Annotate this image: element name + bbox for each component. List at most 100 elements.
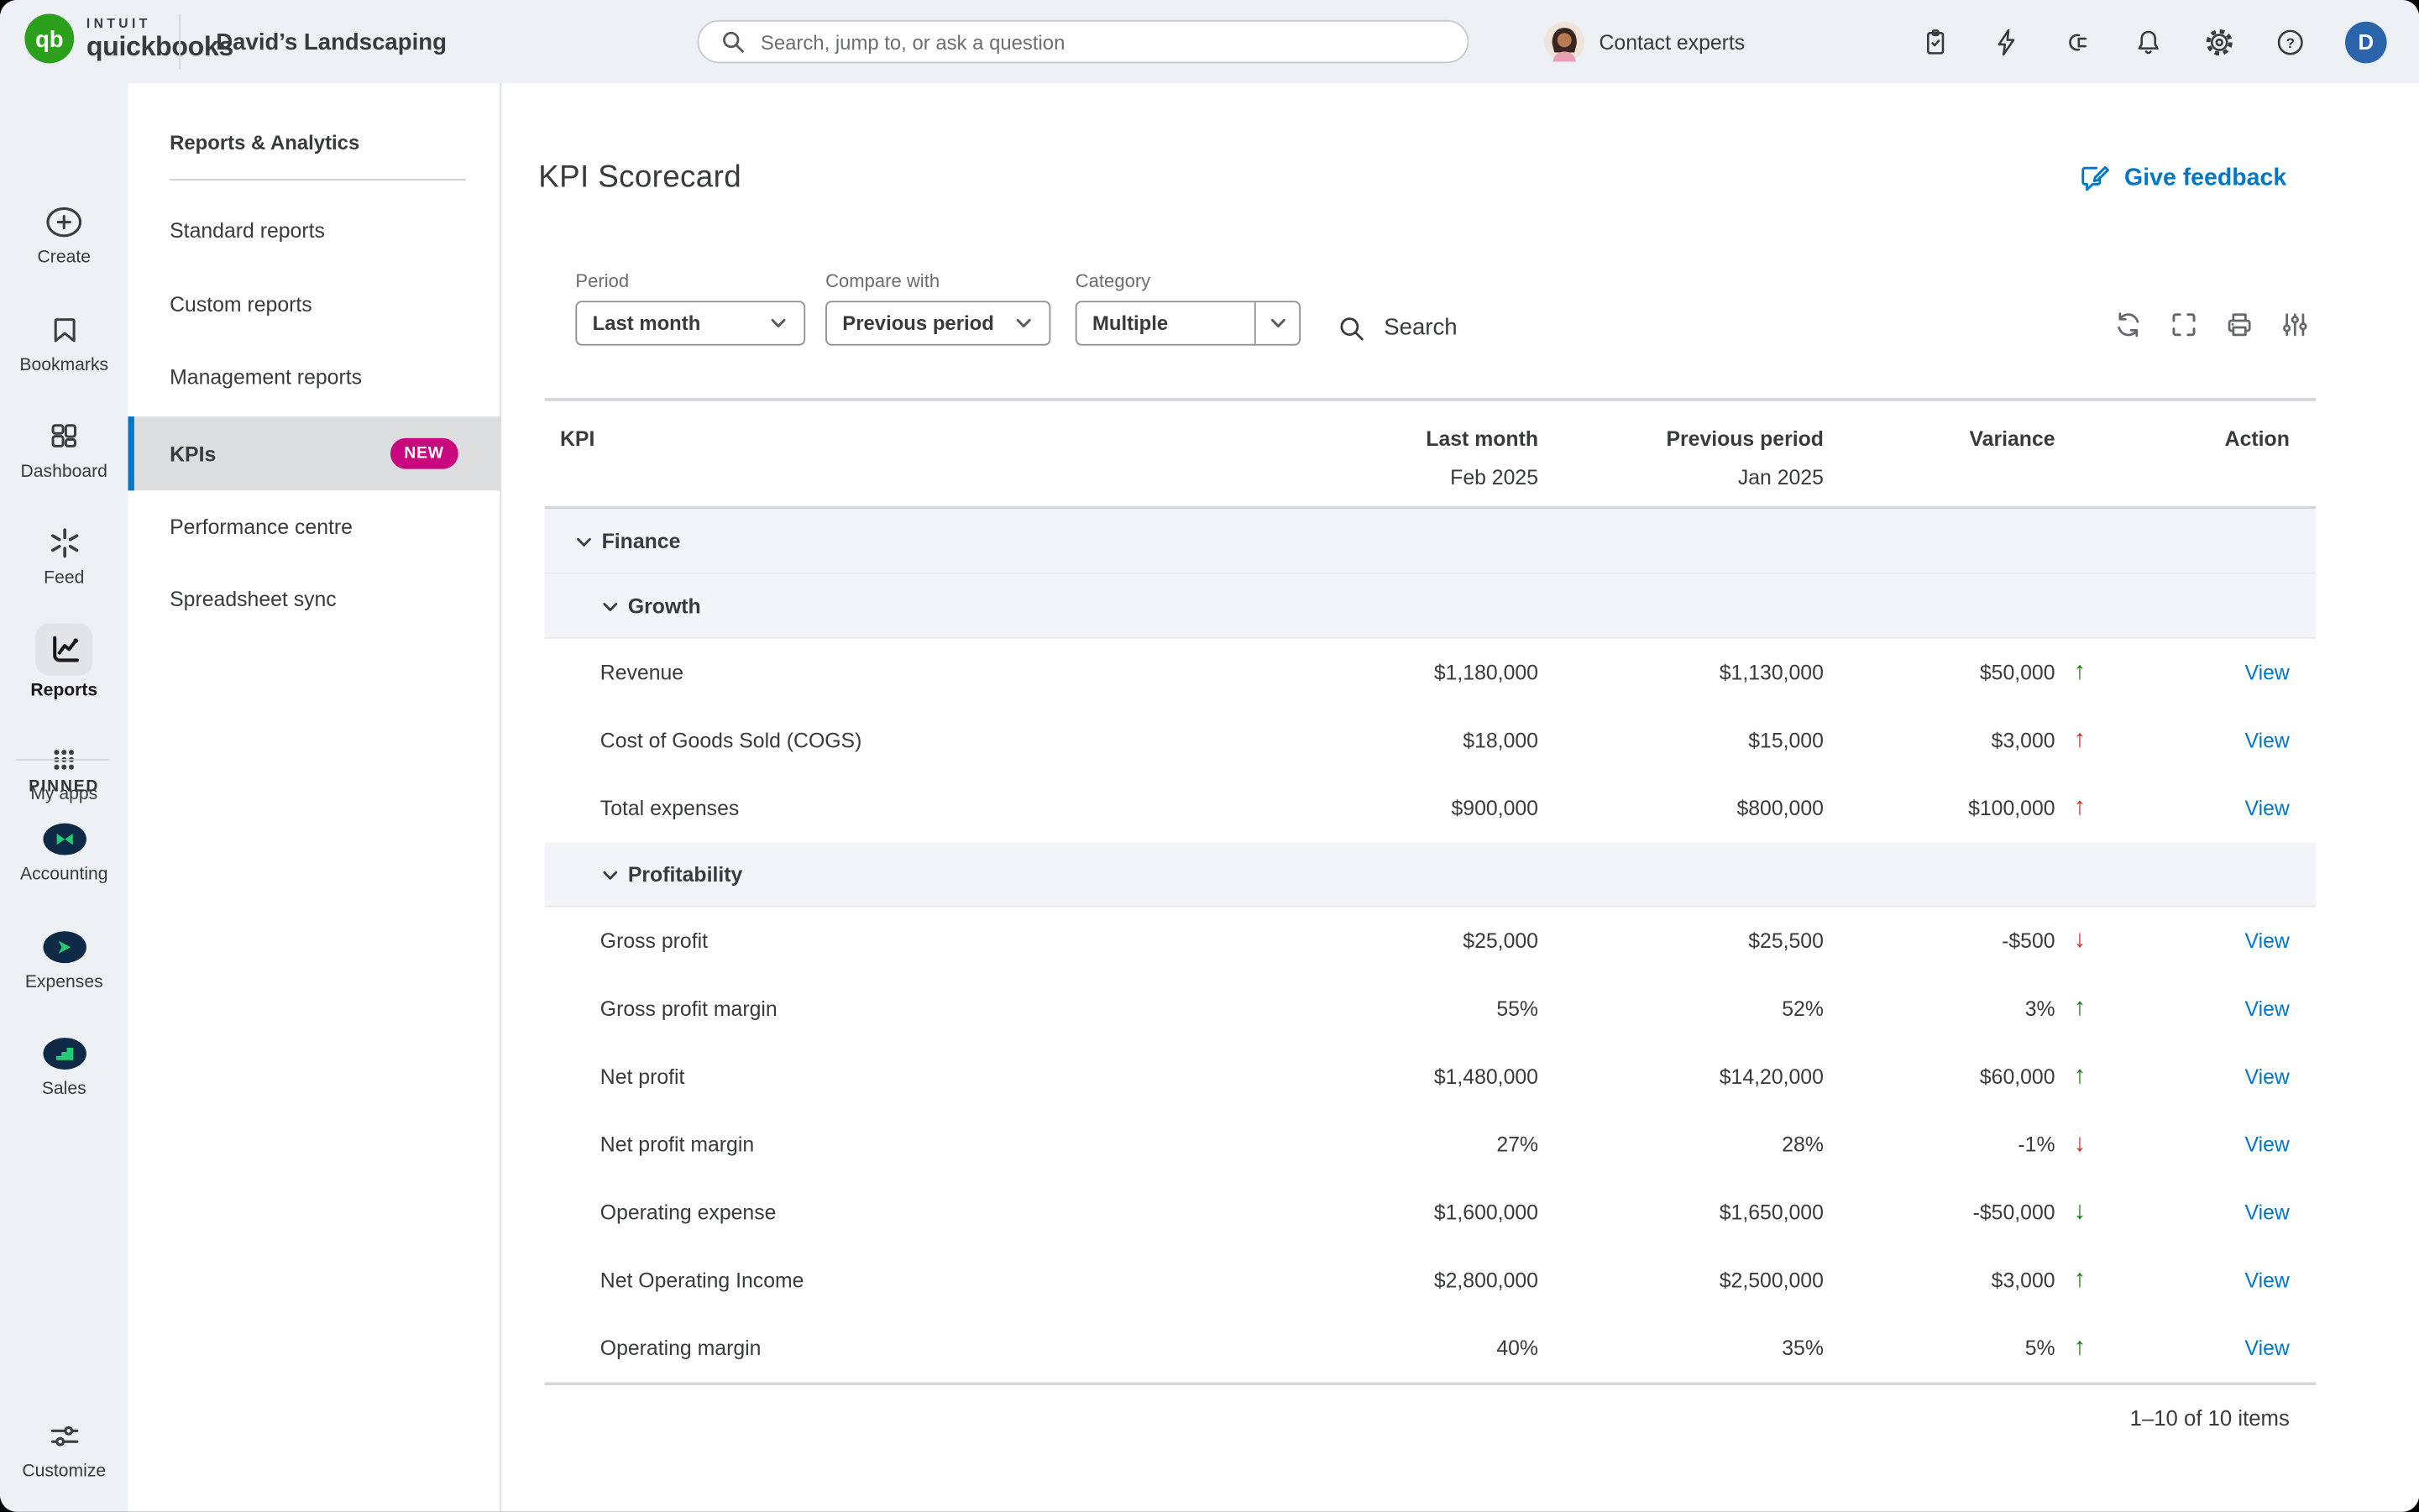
- view-link[interactable]: View: [2244, 929, 2290, 953]
- notifications-bell-icon[interactable]: [2132, 25, 2165, 58]
- chevron-down-icon[interactable]: [574, 532, 594, 552]
- contact-experts-button[interactable]: Contact experts: [1545, 21, 1745, 62]
- topbar-actions: Contact experts: [1545, 0, 2387, 83]
- sidebar-item-reports[interactable]: Reports: [0, 623, 128, 700]
- sidebar-item-dashboard[interactable]: Dashboard: [0, 415, 128, 481]
- print-icon[interactable]: [2223, 309, 2256, 342]
- category-label: Category: [1075, 269, 1151, 292]
- give-feedback-link[interactable]: Give feedback: [2078, 162, 2286, 195]
- last-month-value: 55%: [1496, 997, 1538, 1021]
- subnav-item-performance-centre[interactable]: Performance centre: [170, 514, 353, 538]
- column-header-variance: Variance: [1969, 426, 2055, 451]
- user-avatar[interactable]: D: [2345, 20, 2387, 63]
- table-bottom-border: [544, 1382, 2317, 1386]
- previous-period-value: 28%: [1782, 1133, 1824, 1157]
- column-header-previous-period: Previous period: [1666, 426, 1824, 451]
- sidebar-item-expenses[interactable]: Expenses: [0, 926, 128, 992]
- search-input[interactable]: [760, 29, 1448, 54]
- last-month-value: $25,000: [1463, 929, 1538, 953]
- pinned-label: PINNED: [29, 777, 100, 797]
- view-link[interactable]: View: [2244, 729, 2290, 752]
- compare-select[interactable]: Previous period: [825, 301, 1051, 346]
- global-search[interactable]: [697, 19, 1469, 64]
- intuit-wordmark: INTUIT: [86, 15, 151, 31]
- period-filter: Period Last month: [575, 269, 806, 346]
- view-link[interactable]: View: [2244, 1065, 2290, 1089]
- sidebar-item-customize[interactable]: Customize: [0, 1415, 128, 1481]
- variance-value: $50,000: [1979, 661, 2055, 684]
- sidebar-item-accounting[interactable]: Accounting: [0, 818, 128, 884]
- sales-steps-icon: [0, 1032, 128, 1074]
- search-icon: [1336, 312, 1367, 343]
- view-link[interactable]: View: [2244, 1201, 2290, 1225]
- feed-burst-icon: [0, 521, 128, 563]
- sidebar-item-my-apps[interactable]: My apps: [0, 737, 128, 803]
- section-row-profitability[interactable]: Profitability: [544, 842, 2317, 908]
- trend-arrow-down-icon: ↓: [2073, 1198, 2087, 1225]
- view-link[interactable]: View: [2244, 797, 2290, 820]
- last-month-value: $1,480,000: [1433, 1065, 1538, 1089]
- last-month-value: $2,800,000: [1433, 1269, 1538, 1292]
- variance-value: -1%: [2018, 1133, 2055, 1157]
- sliders-icon[interactable]: [2279, 309, 2312, 342]
- line-chart-icon: [35, 623, 93, 676]
- period-label: Period: [575, 269, 630, 292]
- fullscreen-icon[interactable]: [2168, 309, 2201, 342]
- previous-period-value: $1,650,000: [1719, 1201, 1824, 1225]
- table-search-button[interactable]: Search: [1336, 306, 1458, 350]
- last-month-value: $1,600,000: [1433, 1201, 1538, 1225]
- chevron-down-icon: [1268, 313, 1288, 333]
- search-icon: [719, 28, 746, 55]
- chevron-down-icon: [1013, 313, 1034, 333]
- main-content: KPI Scorecard Give feedback Period Last …: [501, 83, 2419, 1512]
- kpi-table: KPI Last month Feb 2025 Previous period …: [544, 398, 2317, 1431]
- trend-arrow-down-icon: ↓: [2073, 927, 2087, 954]
- settings-gear-icon[interactable]: [2203, 25, 2236, 58]
- table-row-gross-profit: Gross profit $25,000 $25,500 -$500 ↓ View: [544, 907, 2317, 976]
- view-link[interactable]: View: [2244, 661, 2290, 684]
- chevron-down-icon[interactable]: [600, 866, 620, 886]
- section-label: Growth: [627, 594, 701, 617]
- kpi-name: Net profit margin: [600, 1133, 755, 1157]
- section-row-growth[interactable]: Growth: [544, 573, 2317, 639]
- view-link[interactable]: View: [2244, 1269, 2290, 1292]
- sidebar-item-feed[interactable]: Feed: [0, 521, 128, 588]
- variance-value: $60,000: [1979, 1065, 2055, 1089]
- chevron-down-icon: [768, 313, 788, 333]
- svg-text:?: ?: [2286, 34, 2295, 50]
- view-link[interactable]: View: [2244, 1337, 2290, 1360]
- period-select[interactable]: Last month: [575, 301, 806, 346]
- variance-value: -$50,000: [1972, 1201, 2055, 1225]
- plug-connect-icon[interactable]: [2061, 25, 2094, 58]
- bookmark-icon: [0, 309, 128, 351]
- category-select[interactable]: Multiple: [1075, 301, 1301, 346]
- tasks-clipboard-icon[interactable]: [1919, 25, 1952, 58]
- table-toolbar: [2113, 309, 2312, 342]
- quickbooks-wordmark: quickbooks: [86, 29, 233, 61]
- subnav-item-management-reports[interactable]: Management reports: [170, 364, 363, 389]
- quickbooks-logo[interactable]: qb INTUIT quickbooks: [24, 13, 233, 65]
- trend-arrow-up-icon: ↑: [2073, 1334, 2087, 1361]
- lightning-bolt-icon[interactable]: [1990, 25, 2023, 58]
- pagination-status: 1–10 of 10 items: [2129, 1405, 2290, 1431]
- subnav-item-custom-reports[interactable]: Custom reports: [170, 292, 312, 316]
- subnav-header: Reports & Analytics: [170, 131, 360, 154]
- view-link[interactable]: View: [2244, 997, 2290, 1021]
- section-row-finance[interactable]: Finance: [544, 509, 2317, 574]
- compare-filter: Compare with Previous period: [825, 270, 1051, 346]
- sidebar-item-bookmarks[interactable]: Bookmarks: [0, 309, 128, 375]
- chevron-down-icon[interactable]: [600, 597, 620, 617]
- section-label: Finance: [601, 529, 681, 552]
- subnav-item-standard-reports[interactable]: Standard reports: [170, 218, 325, 242]
- table-row-operating-margin: Operating margin 40% 35% 5% ↑ View: [544, 1314, 2317, 1383]
- variance-value: $3,000: [1991, 729, 2055, 752]
- sidebar-item-create[interactable]: Create: [0, 201, 128, 267]
- subnav-item-spreadsheet-sync[interactable]: Spreadsheet sync: [170, 587, 337, 610]
- kpi-name: Operating margin: [600, 1337, 762, 1360]
- previous-period-value: $14,20,000: [1719, 1065, 1824, 1089]
- subnav-item-kpis[interactable]: KPIs: [170, 442, 217, 466]
- refresh-icon[interactable]: [2113, 309, 2145, 342]
- help-icon[interactable]: ?: [2274, 25, 2306, 58]
- sidebar-item-sales[interactable]: Sales: [0, 1032, 128, 1098]
- view-link[interactable]: View: [2244, 1133, 2290, 1157]
